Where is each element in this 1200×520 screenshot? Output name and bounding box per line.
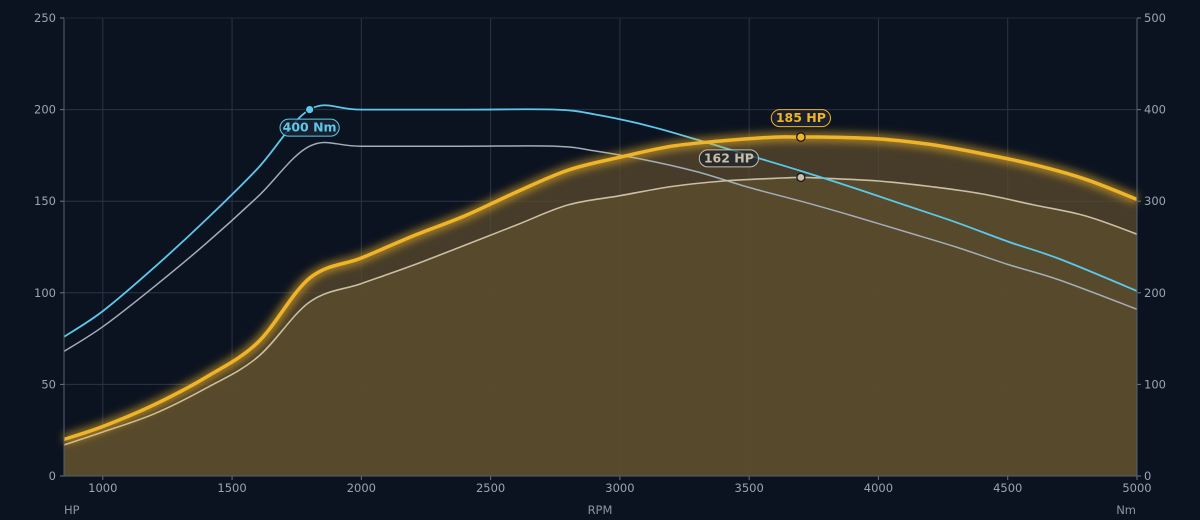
x-tick-label: 2000 <box>347 481 376 495</box>
power-line-tuned <box>63 135 1138 442</box>
y-left-tick-label: 0 <box>49 469 56 483</box>
y-left-tick-label: 200 <box>34 103 56 117</box>
x-tick-label: 3000 <box>605 481 634 495</box>
peak-power-stock-label: 162 HP <box>704 150 754 165</box>
x-tick-label: 4500 <box>993 481 1022 495</box>
plot-frame <box>60 17 1141 480</box>
y-left-tick-label: 100 <box>34 286 56 300</box>
y-left-tick-label: 250 <box>34 11 56 25</box>
x-tick-label: 1500 <box>217 481 246 495</box>
x-tick-label: 5000 <box>1122 481 1151 495</box>
peak-torque-marker <box>304 104 315 115</box>
y-right-axis-title: Nm <box>1116 503 1136 517</box>
y-right-tick-label: 300 <box>1144 194 1166 208</box>
y-left-tick-label: 50 <box>41 377 56 391</box>
peak-power-tuned-marker <box>796 132 806 142</box>
power-line-stock <box>63 176 1138 446</box>
torque-line-tuned <box>63 104 1138 338</box>
x-tick-label: 2500 <box>476 481 505 495</box>
y-right-tick-label: 200 <box>1144 286 1166 300</box>
y-right-tick-label: 0 <box>1144 469 1151 483</box>
series-lines <box>62 104 1139 446</box>
y-right-tick-label: 400 <box>1144 103 1166 117</box>
x-tick-label: 4000 <box>864 481 893 495</box>
y-right-tick-label: 100 <box>1144 377 1166 391</box>
x-axis-title: RPM <box>588 503 613 517</box>
annotations: 400 Nm 185 HP 162 HP <box>279 104 831 182</box>
peak-power-stock-marker <box>796 172 806 182</box>
y-left-tick-label: 150 <box>34 194 56 208</box>
series-areas <box>64 136 1137 476</box>
peak-torque-label: 400 Nm <box>283 120 337 135</box>
tick-labels: 1000 1500 2000 2500 3000 3500 4000 4500 50000501… <box>34 11 1166 495</box>
x-tick-label: 3500 <box>735 481 764 495</box>
x-tick-label: 1000 <box>88 481 117 495</box>
peak-power-stock-pill <box>698 149 759 168</box>
power-area-stock <box>64 177 1137 476</box>
peak-torque-pill <box>279 118 340 137</box>
torque-line-stock <box>63 141 1138 353</box>
peak-power-tuned-label: 185 HP <box>776 110 826 125</box>
peak-power-tuned-pill <box>770 109 831 128</box>
y-right-tick-label: 500 <box>1144 11 1166 25</box>
y-left-axis-title: HP <box>64 503 80 517</box>
